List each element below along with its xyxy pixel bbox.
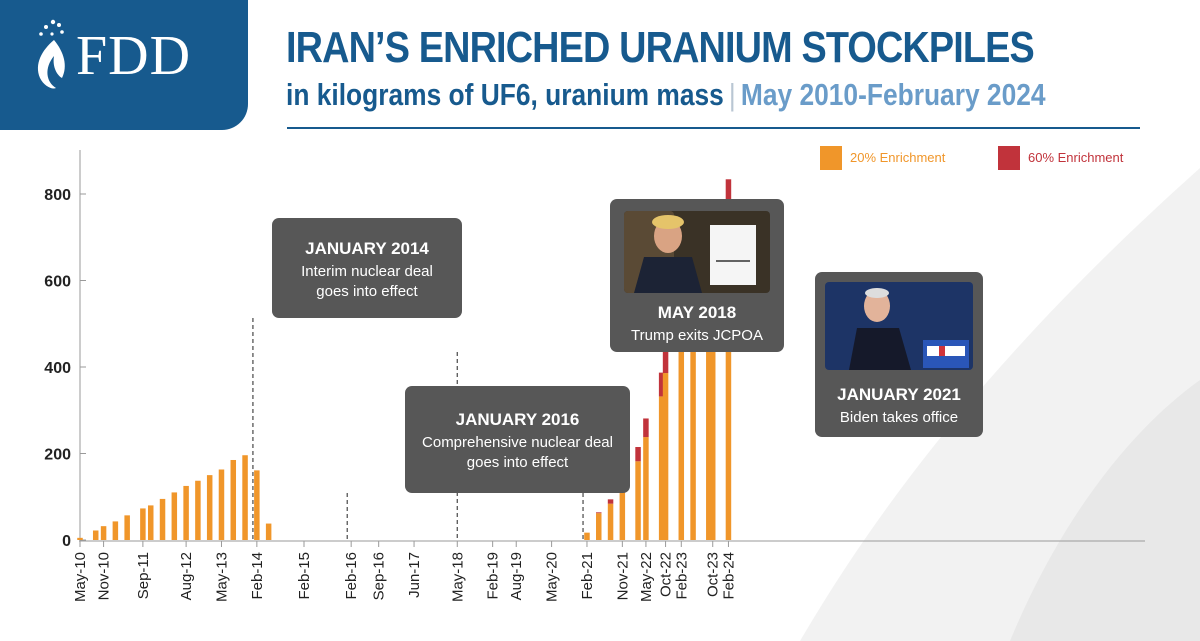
legend-swatch [820, 146, 842, 170]
bar-20pct [254, 470, 260, 540]
x-tick-label: Feb-14 [249, 552, 266, 600]
y-tick-label: 400 [44, 360, 71, 377]
legend-label: 60% Enrichment [1028, 150, 1124, 165]
bar-60pct [643, 418, 649, 438]
bar-20pct [140, 508, 146, 540]
bar-20pct [658, 396, 665, 540]
x-tick-label: Feb-16 [343, 552, 360, 600]
bar-20pct [662, 373, 669, 540]
event-callout: JANUARY 2016 Comprehensive nuclear deal go… [405, 386, 630, 493]
header-rule [287, 127, 1140, 129]
bar-20pct [643, 437, 649, 540]
bar-20pct [183, 485, 189, 540]
bar-20pct [265, 523, 272, 540]
x-tick-label: May-20 [544, 552, 561, 602]
x-tick-label: May-22 [638, 552, 655, 602]
callout-box [272, 218, 462, 318]
x-tick-label: Jun-17 [406, 552, 423, 598]
x-tick-label: Feb-15 [296, 552, 313, 600]
x-tick-label: May-18 [449, 552, 466, 602]
subtitle-units: in kilograms of UF6, uranium mass [286, 77, 724, 112]
callout-text: Interim nuclear deal [301, 263, 433, 280]
bar-20pct [112, 521, 119, 540]
y-tick-label: 0 [62, 533, 71, 550]
x-tick-label: Sep-16 [371, 552, 388, 600]
callout-box [405, 386, 630, 493]
x-tick-label: Oct-23 [705, 552, 722, 597]
callout-title: MAY 2018 [658, 303, 736, 322]
legend-swatch [998, 146, 1020, 170]
x-tick-label: Feb-23 [673, 552, 690, 600]
x-tick-label: Sep-11 [135, 552, 152, 599]
event-callout: JANUARY 2014 Interim nuclear deal goes int… [272, 218, 462, 318]
x-tick-label: Aug-12 [178, 552, 195, 600]
callout-title: JANUARY 2014 [305, 239, 429, 258]
bar-20pct [218, 469, 225, 540]
x-tick-label: May-10 [72, 552, 89, 602]
bar-60pct [607, 499, 614, 504]
x-tick-label: Aug-19 [508, 552, 525, 600]
bar-20pct [92, 530, 99, 540]
fdd-logo-block: FDD [0, 0, 248, 130]
x-tick-label: Feb-24 [720, 552, 737, 600]
x-tick-label: Feb-21 [579, 552, 596, 600]
bar-20pct [159, 498, 166, 540]
bar-20pct [77, 537, 83, 540]
bar-60pct [662, 346, 669, 374]
callout-text: goes into effect [316, 283, 418, 300]
bar-60pct [658, 372, 665, 397]
chart-title: IRAN’S ENRICHED URANIUM STOCKPILES [286, 23, 1035, 72]
callout-text: Trump exits JCPOA [631, 327, 763, 344]
bar-20pct [725, 232, 732, 540]
bar-20pct [596, 513, 602, 540]
legend-label: 20% Enrichment [850, 150, 946, 165]
x-tick-label: May-13 [213, 552, 230, 602]
biden-photo [825, 282, 973, 370]
bar-60pct [635, 447, 641, 462]
bar-20pct [584, 532, 590, 540]
chart-subtitle: in kilograms of UF6, uranium mass | May 20… [286, 77, 1046, 113]
subtitle-date-range: May 2010-February 2024 [740, 77, 1046, 112]
bar-20pct [124, 515, 130, 540]
event-callouts: JANUARY 2014 Interim nuclear deal goes int… [272, 199, 983, 493]
x-tick-label: Nov-21 [614, 552, 631, 600]
callout-title: JANUARY 2016 [456, 410, 580, 429]
bar-20pct [171, 492, 178, 540]
bar-20pct [195, 480, 201, 540]
bar-20pct [619, 491, 626, 540]
chart-legend: 20% Enrichment 60% Enrichment [820, 146, 1124, 170]
bar-20pct [709, 294, 716, 540]
callout-text: Biden takes office [840, 409, 958, 426]
bar-20pct [230, 459, 237, 540]
background-swoosh-inner [1010, 380, 1200, 641]
bar-20pct [678, 351, 685, 540]
x-tick-label: Oct-22 [658, 552, 675, 597]
bar-20pct [706, 308, 712, 540]
callout-text: Comprehensive nuclear deal [422, 434, 613, 451]
bar-20pct [635, 461, 641, 540]
bar-20pct [242, 455, 248, 540]
event-callout: MAY 2018 Trump exits JCPOA [610, 199, 784, 352]
flame-stars-icon [37, 19, 65, 89]
callout-title: JANUARY 2021 [837, 385, 961, 404]
fdd-logo-text: FDD [76, 25, 192, 87]
trump-photo [624, 211, 770, 293]
callout-text: goes into effect [467, 454, 569, 471]
subtitle-separator: | [728, 77, 736, 112]
bar-20pct [100, 526, 107, 540]
y-tick-label: 600 [44, 274, 71, 291]
event-callout: JANUARY 2021 Biden takes office [815, 272, 983, 437]
x-tick-label: Feb-19 [485, 552, 502, 600]
y-tick-label: 200 [44, 447, 71, 464]
y-tick-label: 800 [44, 187, 71, 204]
bar-20pct [690, 336, 696, 540]
chart-axes: 0 200 400 600 800 May-10 Nov-10 Sep-11 Aug-12 May… [44, 150, 1145, 602]
bar-20pct [206, 475, 213, 540]
bar-20pct [607, 503, 614, 540]
bar-60pct [596, 512, 602, 514]
x-tick-label: Nov-10 [96, 552, 113, 600]
bar-20pct [147, 505, 154, 540]
